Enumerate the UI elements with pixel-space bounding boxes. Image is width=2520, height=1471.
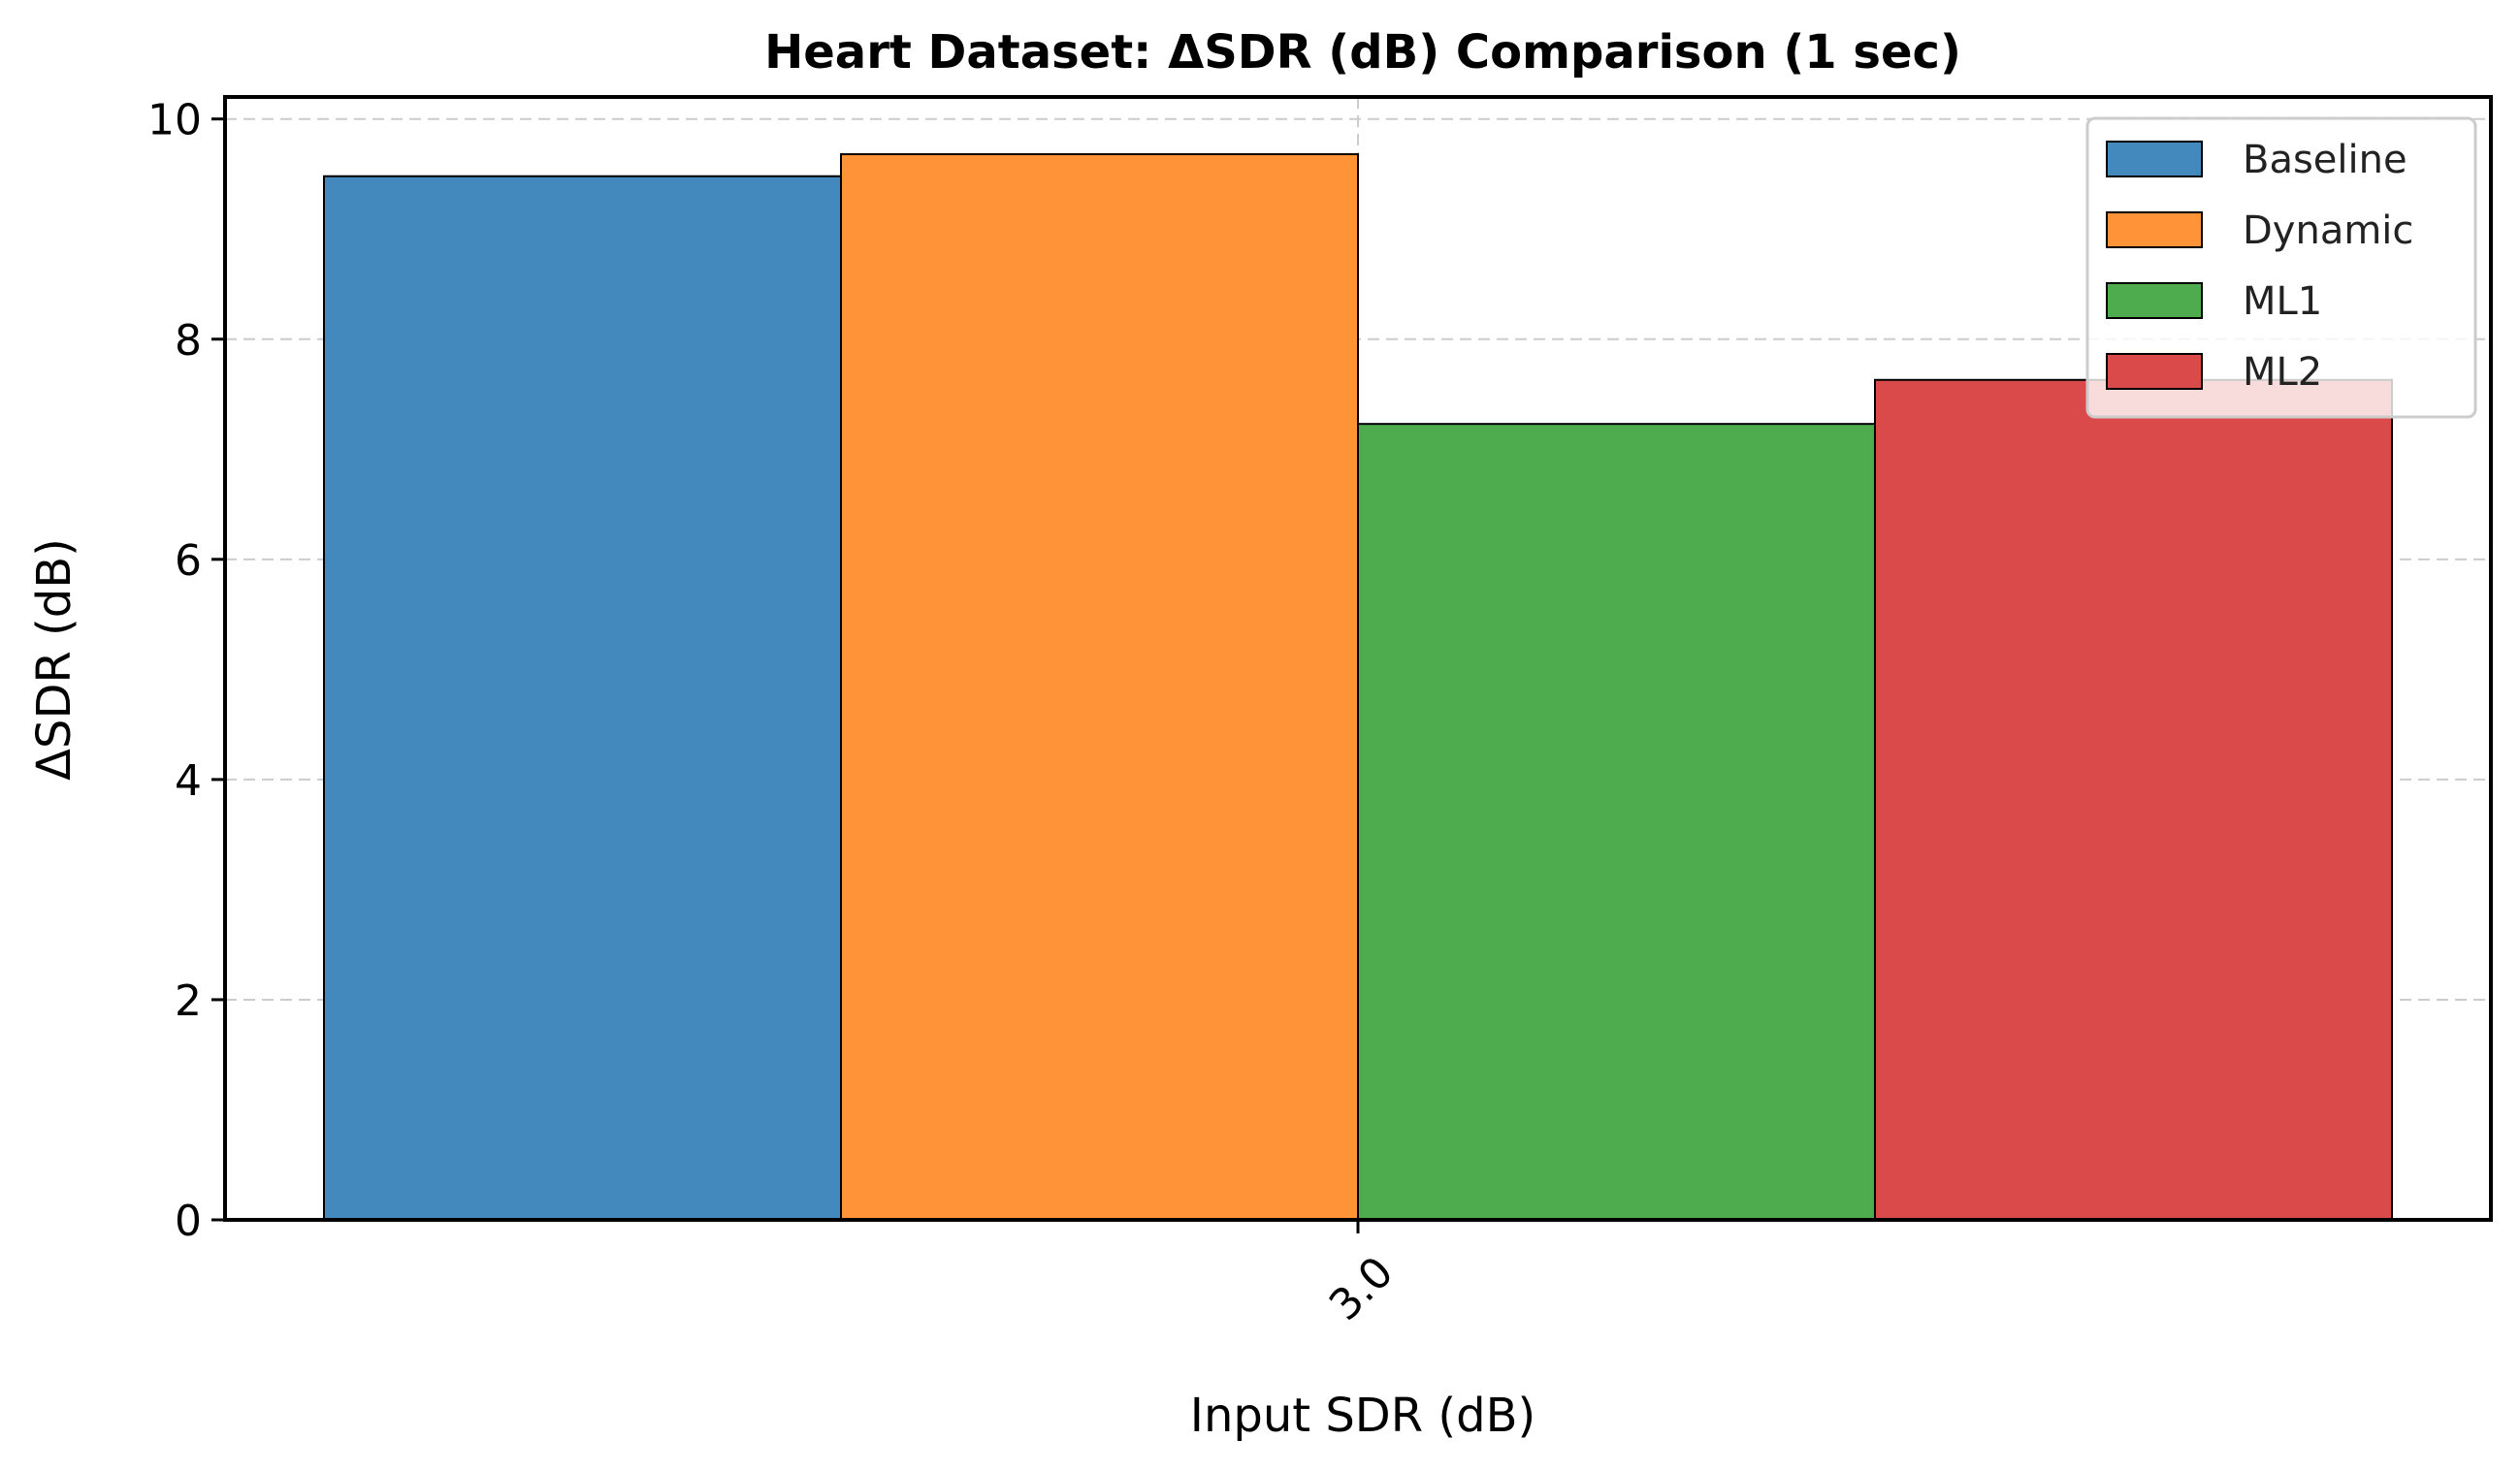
y-tick-label: 6	[175, 536, 202, 586]
y-tick-label: 8	[175, 316, 202, 366]
x-axis-ticks: 3.0	[1320, 1220, 1404, 1330]
y-tick-label: 10	[147, 96, 202, 145]
legend-swatch-dynamic	[2106, 211, 2203, 248]
legend-frame	[2085, 116, 2477, 419]
x-axis-label: Input SDR (dB)	[1190, 1389, 1535, 1443]
bar-baseline	[323, 175, 842, 1221]
y-axis-ticks: 0 2 4 6 8 10	[147, 96, 225, 1246]
legend-label-ml2: ML2	[2243, 350, 2322, 395]
legend-label-dynamic: Dynamic	[2243, 208, 2413, 253]
y-tick-label: 0	[175, 1197, 202, 1246]
chart-title: Heart Dataset: ΔSDR (dB) Comparison (1 s…	[764, 25, 1961, 80]
bar-ml1	[1357, 423, 1876, 1221]
legend-swatch-baseline	[2106, 141, 2203, 177]
legend-label-baseline: Baseline	[2243, 138, 2407, 182]
legend-swatch-ml2	[2106, 353, 2203, 390]
bar-ml2	[1874, 378, 2393, 1222]
x-tick-label: 3.0	[1320, 1247, 1404, 1330]
y-tick-label: 2	[175, 976, 202, 1026]
y-tick-label: 4	[175, 756, 202, 806]
legend-label-ml1: ML1	[2243, 279, 2322, 324]
legend: Baseline Dynamic ML1 ML2	[2085, 116, 2477, 419]
y-axis-label: ΔSDR (dB)	[27, 538, 81, 781]
bars	[323, 153, 2393, 1222]
bar-dynamic	[840, 153, 1359, 1222]
legend-swatch-ml1	[2106, 282, 2203, 319]
